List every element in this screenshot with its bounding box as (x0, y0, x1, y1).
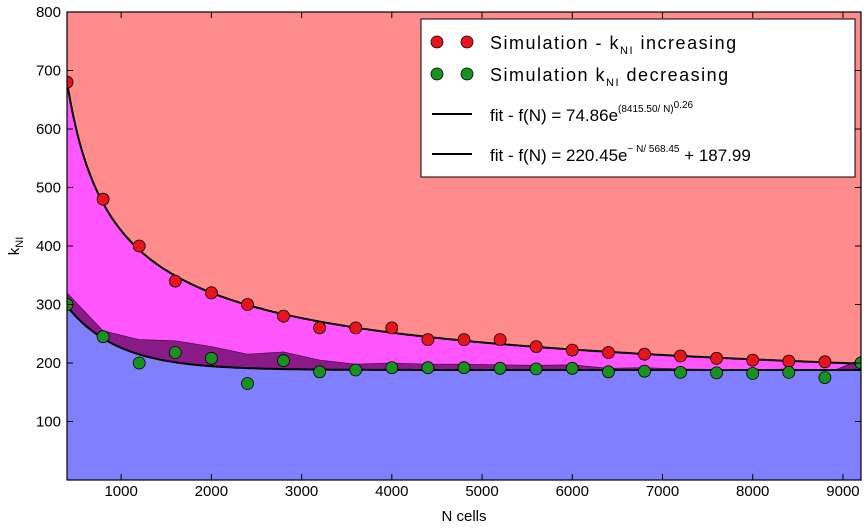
point-increasing (168, 274, 182, 288)
point-increasing (241, 298, 254, 311)
point-decreasing (746, 367, 760, 380)
point-increasing (818, 355, 832, 369)
legend: Simulation - kNI increasing Simulation k… (420, 18, 856, 178)
legend-marker-decreasing-2 (460, 67, 474, 81)
point-decreasing (818, 371, 832, 385)
legend-label-increasing: Simulation - kNI increasing (490, 33, 738, 57)
legend-label-fit1: fit - f(N) = 74.86e(8415.50/ N)0.26 (490, 100, 694, 125)
point-increasing (349, 321, 363, 335)
point-increasing (710, 351, 723, 365)
point-decreasing (277, 354, 290, 368)
point-decreasing (674, 365, 687, 379)
y-tick-label: 800 (36, 4, 61, 21)
y-tick-label: 500 (36, 180, 61, 197)
point-decreasing (782, 365, 796, 379)
y-axis-title: kNI (6, 237, 26, 256)
point-decreasing (638, 364, 651, 378)
point-decreasing (421, 361, 435, 375)
point-decreasing (385, 361, 399, 375)
point-increasing (96, 192, 110, 206)
point-decreasing (168, 346, 182, 359)
legend-label-decreasing: Simulation kNI decreasing (490, 65, 730, 89)
x-tick-label: 4000 (375, 483, 408, 500)
point-decreasing (204, 351, 218, 365)
point-decreasing (349, 363, 363, 377)
point-increasing (602, 346, 615, 359)
point-increasing (421, 333, 435, 347)
point-increasing (638, 347, 651, 361)
legend-label-fit2: fit - f(N) = 220.45e− N/ 568.45 + 187.99 (490, 144, 751, 165)
y-tick-label: 100 (36, 414, 61, 431)
point-increasing (132, 239, 146, 253)
point-decreasing (241, 377, 254, 390)
point-increasing (313, 321, 327, 335)
point-decreasing (529, 362, 543, 376)
point-increasing (674, 349, 687, 363)
legend-marker-increasing-1 (430, 35, 444, 49)
y-tick-label: 200 (36, 355, 61, 372)
x-tick-label: 2000 (195, 483, 228, 500)
point-decreasing (602, 365, 615, 379)
point-increasing (457, 333, 471, 347)
point-decreasing (313, 365, 327, 379)
point-increasing (204, 286, 218, 300)
point-decreasing (96, 330, 110, 344)
point-increasing (67, 75, 74, 89)
y-tick-label: 600 (36, 121, 61, 138)
point-decreasing (132, 356, 146, 370)
x-tick-label: 9000 (826, 483, 859, 500)
x-tick-label: 8000 (736, 483, 769, 500)
point-increasing (782, 354, 796, 368)
y-tick-label: 700 (36, 63, 61, 80)
x-tick-label: 7000 (646, 483, 679, 500)
y-tick-label: 300 (36, 297, 61, 314)
axes: 1000 2000 3000 4000 5000 6000 7000 8000 9000 100 2… (36, 4, 861, 500)
legend-marker-decreasing-1 (430, 67, 444, 81)
legend-marker-increasing-2 (460, 35, 474, 49)
point-decreasing (493, 361, 507, 375)
point-decreasing (457, 361, 471, 375)
region-below-fit2 (67, 306, 861, 480)
x-tick-label: 3000 (285, 483, 318, 500)
y-tick-label: 400 (36, 238, 61, 255)
x-tick-label: 1000 (104, 483, 137, 500)
point-increasing (746, 353, 760, 367)
x-axis-title: N cells (441, 508, 486, 525)
point-increasing (385, 321, 399, 335)
x-tick-label: 5000 (465, 483, 498, 500)
point-increasing (493, 333, 507, 347)
point-decreasing (710, 366, 723, 380)
point-increasing (565, 343, 579, 357)
point-increasing (277, 309, 290, 323)
x-tick-label: 6000 (556, 483, 589, 500)
point-decreasing (565, 361, 579, 375)
legend-box (420, 18, 856, 178)
point-increasing (529, 340, 543, 354)
